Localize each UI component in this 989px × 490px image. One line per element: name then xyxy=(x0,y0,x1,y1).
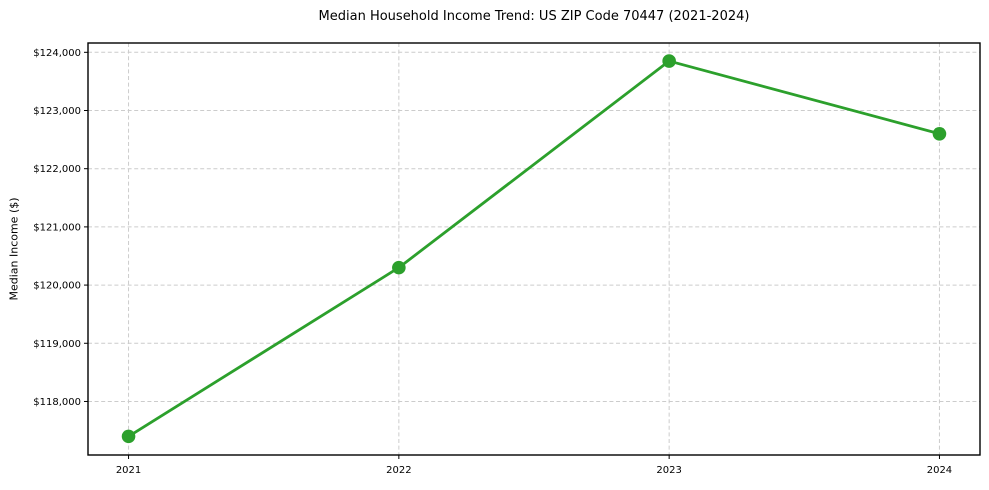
y-axis-label: Median Income ($) xyxy=(7,197,21,301)
y-tick-label: $120,000 xyxy=(33,281,81,292)
y-tick-label: $121,000 xyxy=(33,222,81,233)
x-tick-label: 2022 xyxy=(386,465,411,476)
data-point-2022 xyxy=(392,260,406,275)
chart-title: Median Household Income Trend: US ZIP Co… xyxy=(318,9,750,24)
y-tick-label: $119,000 xyxy=(33,339,81,350)
x-tick-label: 2024 xyxy=(927,465,952,476)
x-tick-label: 2021 xyxy=(116,465,141,476)
x-tick-label: 2023 xyxy=(656,465,681,476)
data-point-2023 xyxy=(662,54,676,68)
y-tick-label: $124,000 xyxy=(33,48,81,59)
axes-spines xyxy=(87,42,981,456)
data-point-2021 xyxy=(121,429,136,444)
y-tick-label: $118,000 xyxy=(33,397,81,408)
y-tick-label: $122,000 xyxy=(33,164,81,175)
trend-line xyxy=(127,59,941,438)
y-tick-label: $123,000 xyxy=(33,106,81,117)
data-point-2024 xyxy=(932,126,947,141)
